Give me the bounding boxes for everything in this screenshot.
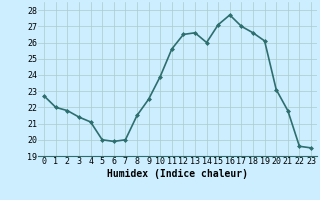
X-axis label: Humidex (Indice chaleur): Humidex (Indice chaleur)	[107, 169, 248, 179]
